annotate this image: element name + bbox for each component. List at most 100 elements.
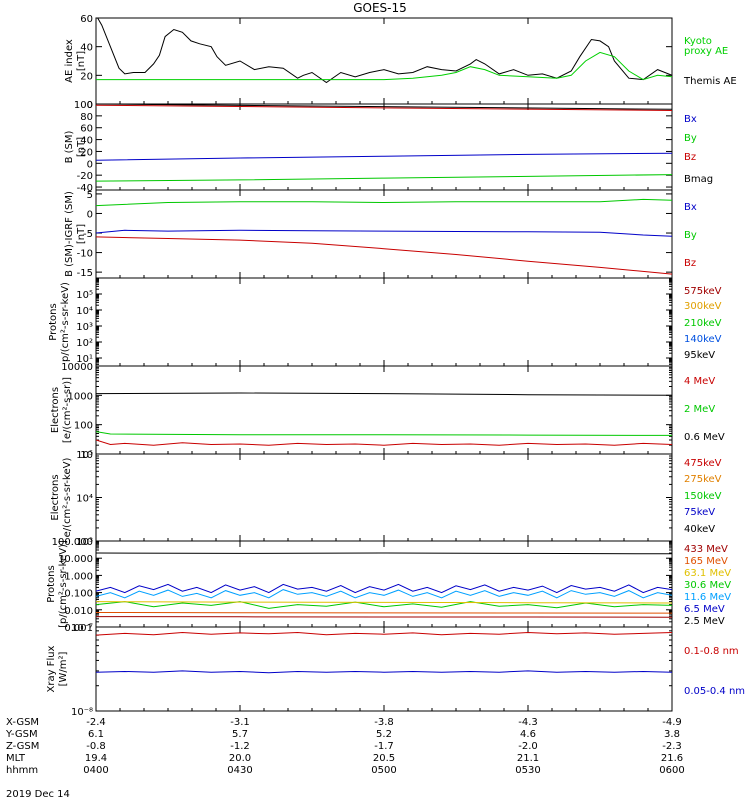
- legend-entry: 63.1 MeV: [684, 568, 731, 579]
- x-axis-row-label: X-GSM: [6, 717, 39, 728]
- series-group: [96, 104, 672, 182]
- y-tick-label: 10⁻⁸: [71, 707, 93, 718]
- series-line: [96, 439, 672, 446]
- legend-entry: 165 MeV: [684, 556, 728, 567]
- x-axis-value: -0.8: [86, 741, 106, 752]
- legend-entry: Bmag: [684, 174, 713, 185]
- y-tick-label: 10.000: [58, 554, 93, 565]
- y-tick-label: 100: [74, 100, 93, 111]
- panel-frame: [95, 277, 673, 367]
- series-line: [96, 601, 672, 609]
- x-axis-value: 6.1: [88, 729, 104, 740]
- legend-entry: By: [684, 230, 697, 241]
- y-tick-label: 10³: [76, 537, 93, 548]
- y-tick-label: 0: [87, 209, 93, 220]
- legend-entry: 2.5 MeV: [684, 616, 725, 627]
- y-tick-label: 10²: [76, 338, 93, 349]
- panel-frame: [95, 626, 673, 712]
- legend-entry: 75keV: [684, 507, 715, 518]
- legend-entry: Bx: [684, 114, 697, 125]
- series-line: [96, 392, 672, 396]
- y-axis-label: Electrons: [50, 474, 61, 520]
- series-line: [96, 104, 672, 110]
- series-line: [96, 51, 672, 81]
- x-axis-value: 0400: [83, 765, 108, 776]
- y-tick-label: -15: [77, 268, 93, 279]
- series-line: [96, 174, 672, 182]
- series-line: [96, 152, 672, 161]
- legend-entry: 140keV: [684, 334, 722, 345]
- y-axis-label: Protons: [48, 303, 59, 340]
- legend-entry: 300keV: [684, 301, 722, 312]
- legend-entry: 433 MeV: [684, 544, 728, 555]
- y-tick-label: 0.100: [64, 589, 93, 600]
- x-axis-value: 21.6: [661, 753, 683, 764]
- series-line: [96, 552, 672, 555]
- legend-entry: By: [684, 133, 697, 144]
- x-axis-value: 21.1: [517, 753, 539, 764]
- series-line: [96, 670, 672, 674]
- legend-entry: 2 MeV: [684, 404, 715, 415]
- legend-entry: proxy AE: [684, 46, 728, 57]
- panel-protons_low: 10¹ 10² 10³ 10⁴ 10⁵ Protons p/(cm²-s-sr-keV) 57…: [48, 277, 722, 367]
- date-label: 2019 Dec 14: [6, 789, 70, 800]
- panel-electrons_mev: 10 100 1000 10000 Electrons [e/(cm²-s-sr)] 4 M…: [50, 362, 725, 461]
- y-tick-label: 0: [87, 100, 93, 111]
- legend-entry: 475keV: [684, 458, 722, 469]
- y-tick-label: -40: [77, 183, 93, 194]
- x-axis-row-label: hhmm: [6, 765, 38, 776]
- legend-entry: 11.6 MeV: [684, 592, 731, 603]
- y-tick-label: 5: [87, 190, 93, 201]
- y-tick-label: -10: [77, 249, 93, 260]
- y-tick-label: 40: [80, 43, 93, 54]
- y-tick-label: 10⁻⁷: [71, 623, 93, 634]
- legend-entry: 275keV: [684, 474, 722, 485]
- legend-entry: 150keV: [684, 491, 722, 502]
- legend-entry: 210keV: [684, 318, 722, 329]
- x-axis-value: -2.0: [518, 741, 538, 752]
- x-axis-value: 0500: [371, 765, 396, 776]
- series-line: [96, 104, 672, 111]
- legend-entry: 0.6 MeV: [684, 432, 725, 443]
- legend-entry: 575keV: [684, 286, 722, 297]
- legend-entry: Bz: [684, 258, 696, 269]
- y-tick-label: 10: [80, 450, 93, 461]
- y-tick-label: 0.001: [64, 623, 93, 634]
- panel-frame: [95, 103, 673, 191]
- panel-bigrf: -15 -10 -5 0 5 B (SM)-IGRF (SM) [nT] Bx By Bz: [64, 189, 697, 279]
- y-tick-label: 20: [80, 147, 93, 158]
- x-axis-value: 20.0: [229, 753, 251, 764]
- legend-entry: Kyoto: [684, 36, 712, 47]
- series-group: [96, 392, 672, 446]
- y-axis-label: B (SM): [64, 130, 75, 163]
- x-axis-value: -2.4: [86, 717, 106, 728]
- series-group: [96, 18, 672, 84]
- legend-entry: 6.5 MeV: [684, 604, 725, 615]
- x-axis-value: 20.5: [373, 753, 395, 764]
- y-tick-label: 1.000: [64, 571, 93, 582]
- y-axis-label: Protons: [46, 565, 57, 602]
- series-line: [96, 236, 672, 275]
- y-tick-label: 10³: [76, 322, 93, 333]
- y-tick-label: -5: [83, 229, 93, 240]
- panel-frame: [95, 365, 673, 455]
- legend-entry: 0.1-0.8 nm: [684, 646, 739, 657]
- y-axis-label: [nT]: [76, 137, 87, 157]
- y-axis-label: [nT]: [76, 224, 87, 244]
- series-line: [96, 601, 672, 604]
- y-axis-label: AE index: [64, 39, 75, 83]
- y-tick-label: 20: [80, 71, 93, 82]
- y-tick-label: 80: [80, 112, 93, 123]
- x-axis-value: 3.8: [664, 729, 680, 740]
- y-axis-label: e/(cm²-s-sr-keV): [62, 458, 73, 538]
- y-axis-label: [W/m²]: [58, 651, 69, 686]
- series-line: [97, 18, 672, 84]
- panel-frame: [95, 189, 673, 279]
- x-axis-value: 5.2: [376, 729, 392, 740]
- x-axis-value: 0530: [515, 765, 540, 776]
- legend-entry: 4 MeV: [684, 376, 715, 387]
- series-line: [96, 612, 672, 614]
- series-line: [96, 616, 672, 618]
- panel-frame: [95, 453, 673, 542]
